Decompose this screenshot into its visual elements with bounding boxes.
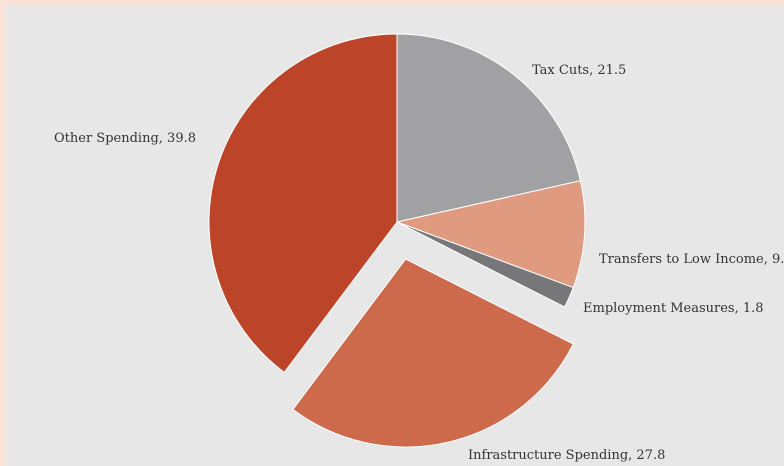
chart-area: Tax Cuts, 21.5 Transfers to Low Income, … [6, 6, 784, 466]
pie-slice-transfers-to-low-income [395, 180, 586, 289]
slice-label-tax-cuts: Tax Cuts, 21.5 [532, 63, 626, 78]
pie-slice-infrastructure-spending [292, 258, 574, 448]
slice-label-infrastructure-spending: Infrastructure Spending, 27.8 [468, 448, 665, 463]
pie-slice-tax-cuts [396, 33, 582, 223]
slice-label-employment-measures: Employment Measures, 1.8 [583, 301, 764, 316]
pie-slices [208, 33, 586, 448]
pie-slice-employment-measures [396, 221, 574, 308]
pie-slice-other-spending [208, 33, 398, 374]
slice-label-transfers-to-low-income: Transfers to Low Income, 9.2 [599, 252, 784, 267]
slice-labels: Tax Cuts, 21.5 Transfers to Low Income, … [54, 63, 784, 463]
pie-chart: Tax Cuts, 21.5 Transfers to Low Income, … [54, 33, 784, 463]
slice-label-other-spending: Other Spending, 39.8 [54, 131, 196, 146]
